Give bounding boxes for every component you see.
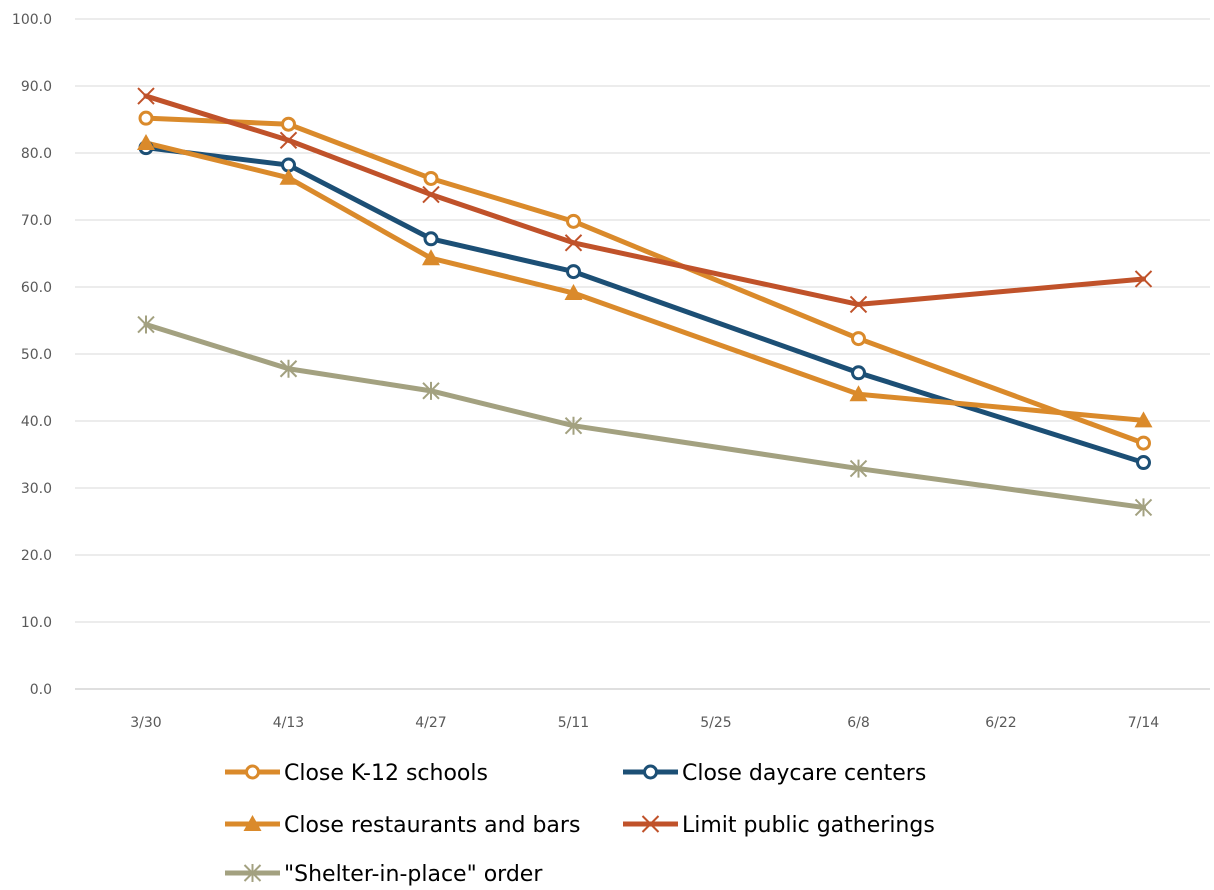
y-tick-label: 50.0	[21, 347, 52, 363]
legend-item: "Shelter-in-place" order	[225, 862, 543, 887]
series-line-2	[143, 140, 1146, 423]
data-point	[423, 231, 439, 247]
legend-swatch-marker	[243, 815, 262, 831]
series-line-1	[143, 145, 1146, 466]
legend-swatch-marker	[643, 764, 658, 780]
y-tick-label: 60.0	[21, 280, 52, 296]
x-axis-ticks: 3/30 4/13 4/27 5/11 5/25 6/8 6/22 7/14	[130, 715, 1159, 731]
gridlines	[75, 18, 1210, 690]
data-point	[1134, 270, 1153, 288]
data-point	[423, 170, 439, 186]
x-tick-label: 4/13	[273, 715, 304, 731]
data-point	[1134, 411, 1153, 428]
legend-swatch-marker	[245, 764, 260, 780]
data-point	[422, 381, 440, 400]
legend-label: Limit public gatherings	[682, 813, 935, 838]
data-point	[138, 110, 154, 126]
legend-item: Close K-12 schools	[225, 761, 488, 786]
y-tick-label: 100.0	[12, 12, 52, 28]
legend-swatch-marker	[641, 815, 660, 833]
y-tick-label: 0.0	[30, 682, 52, 698]
series-line-0	[143, 115, 1146, 446]
x-tick-label: 4/27	[415, 715, 446, 731]
legend: Close K-12 schools Close daycare centers C…	[225, 761, 935, 887]
series-markers	[137, 87, 1153, 517]
data-point	[279, 359, 298, 378]
legend-label: Close daycare centers	[682, 761, 926, 786]
data-point	[1134, 498, 1153, 517]
y-tick-label: 80.0	[21, 146, 52, 162]
series-line-3	[143, 93, 1146, 307]
data-point	[281, 116, 296, 132]
y-tick-label: 10.0	[21, 615, 52, 631]
data-point	[564, 234, 583, 252]
x-tick-label: 5/25	[700, 715, 731, 731]
legend-label: Close restaurants and bars	[284, 813, 580, 838]
x-tick-label: 5/11	[558, 715, 589, 731]
x-tick-label: 7/14	[1128, 715, 1160, 731]
data-point	[566, 264, 581, 280]
data-point	[564, 416, 583, 435]
data-point	[422, 185, 440, 204]
x-tick-label: 6/8	[847, 715, 870, 731]
data-point	[564, 284, 583, 301]
data-point	[851, 331, 866, 347]
y-tick-label: 20.0	[21, 548, 52, 564]
legend-label: Close K-12 schools	[284, 761, 488, 786]
data-point	[137, 133, 155, 150]
y-tick-label: 40.0	[21, 414, 52, 430]
data-point	[137, 87, 155, 105]
y-axis-ticks: 0.0 10.0 20.0 30.0 40.0 50.0 60.0 70.0 80.0 90.0 1…	[12, 12, 52, 698]
series-line-4	[143, 322, 1146, 510]
data-point	[566, 213, 581, 229]
legend-item: Close daycare centers	[623, 761, 926, 786]
legend-label: "Shelter-in-place" order	[284, 862, 543, 887]
legend-swatch-marker	[243, 864, 262, 882]
legend-item: Close restaurants and bars	[225, 813, 580, 838]
data-point	[1136, 455, 1151, 471]
data-point	[279, 168, 298, 185]
y-tick-label: 30.0	[21, 481, 52, 497]
y-tick-label: 70.0	[21, 213, 52, 229]
data-point	[849, 385, 868, 402]
series-lines	[143, 93, 1146, 510]
x-tick-label: 6/22	[985, 715, 1016, 731]
y-tick-label: 90.0	[21, 79, 52, 95]
data-point	[279, 131, 298, 149]
x-tick-label: 3/30	[130, 715, 161, 731]
data-point	[849, 295, 868, 314]
data-point	[849, 459, 868, 478]
legend-item: Limit public gatherings	[623, 813, 935, 838]
data-point	[422, 249, 440, 266]
data-point	[137, 315, 155, 334]
data-point	[1136, 435, 1151, 451]
data-point	[851, 365, 866, 381]
